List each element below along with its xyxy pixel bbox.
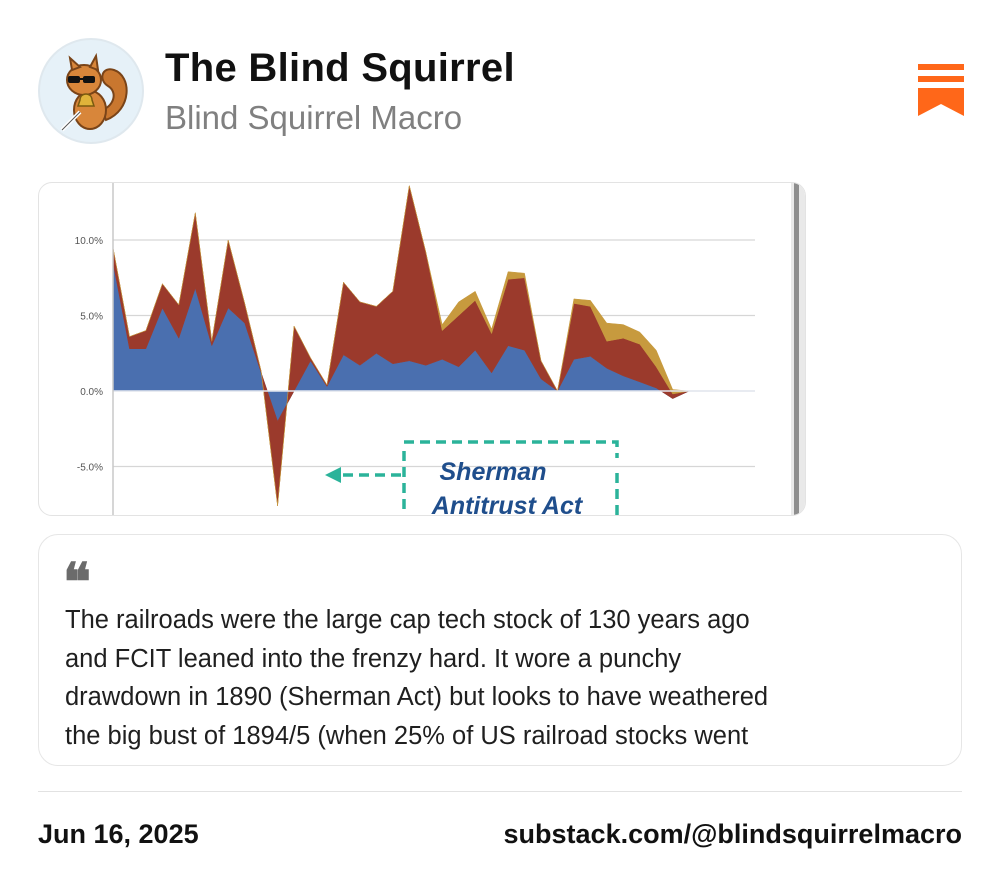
quote-line: The railroads were the large cap tech st… <box>65 606 750 634</box>
sherman-annotation: Sherman Antitrust Act <box>325 440 619 515</box>
footer-divider <box>38 791 962 792</box>
quote-text: The railroads were the large cap tech st… <box>65 601 945 755</box>
quote-icon: ❝ <box>63 557 91 597</box>
y-tick-label: 10.0% <box>75 236 103 247</box>
chart-right-rule <box>794 183 799 515</box>
quote-card: ❝ The railroads were the large cap tech … <box>38 534 962 766</box>
area-series-2 <box>112 185 755 506</box>
annotation-line1: Sherman <box>440 458 547 486</box>
arrow-head-icon <box>325 467 341 483</box>
chart-areas <box>112 185 755 506</box>
chart-y-ticks: 10.0% 5.0% 0.0% -5.0% <box>75 236 103 474</box>
chart-image: 10.0% 5.0% 0.0% -5.0% Sherman Antitrust Act <box>38 182 806 516</box>
quote-line: the big bust of 1894/5 (when 25% of US r… <box>65 721 749 750</box>
post-header: The Blind Squirrel Blind Squirrel Macro <box>0 0 1000 170</box>
quote-line: drawdown in 1890 (Sherman Act) but looks… <box>65 683 769 711</box>
squirrel-mascot-icon[interactable] <box>38 38 144 144</box>
annotation-line2: Antitrust Act <box>431 492 584 515</box>
bookmark-icon[interactable] <box>918 64 964 116</box>
y-tick-label: 0.0% <box>80 387 103 398</box>
y-tick-label: -5.0% <box>77 463 103 474</box>
stacked-area-chart: 10.0% 5.0% 0.0% -5.0% Sherman Antitrust Act <box>75 183 805 515</box>
substack-handle-link[interactable]: substack.com/@blindsquirrelmacro <box>503 819 962 849</box>
post-date: Jun 16, 2025 <box>38 819 199 849</box>
y-tick-label: 5.0% <box>80 312 103 323</box>
publication-subtitle[interactable]: Blind Squirrel Macro <box>165 99 463 136</box>
quote-line: and FCIT leaned into the frenzy hard. It… <box>65 644 682 673</box>
publication-title[interactable]: The Blind Squirrel <box>165 46 515 90</box>
